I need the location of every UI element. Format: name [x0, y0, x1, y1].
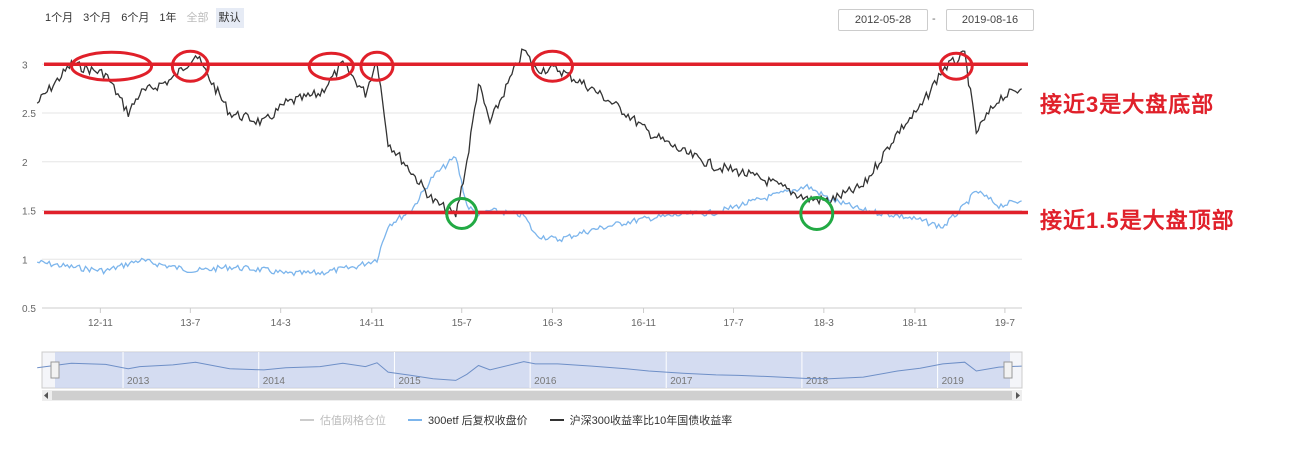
legend-item-yield-ratio[interactable]: 沪深300收益率比10年国债收益率 [549, 412, 733, 428]
legend-label: 300etf 后复权收盘价 [428, 415, 528, 427]
scroll-left-icon [44, 392, 48, 399]
y-tick-label: 3 [22, 60, 28, 71]
red-circle-mark [359, 50, 395, 82]
scrollbar-thumb [52, 391, 1012, 400]
x-tick-label: 18-11 [903, 318, 928, 329]
chart-legend: 估值网格仓位 300etf 后复权收盘价 沪深300收益率比10年国债收益率 [300, 412, 732, 428]
green-circle-mark [799, 196, 835, 231]
red-circle-mark [530, 49, 574, 83]
x-tick-label: 16-11 [631, 318, 656, 329]
series-line-yield-ratio [36, 48, 1023, 218]
x-tick-label: 14-3 [271, 318, 291, 329]
legend-swatch [408, 419, 422, 421]
legend-item-grid-position[interactable]: 估值网格仓位 [300, 412, 386, 428]
date-separator: - [932, 13, 936, 25]
legend-swatch [549, 419, 564, 421]
navigator-year-label: 2014 [263, 376, 286, 387]
range-1y-button[interactable]: 1年 [159, 12, 177, 24]
red-circle-mark [170, 49, 210, 83]
scroll-right-icon [1016, 392, 1020, 399]
x-tick-label: 17-7 [723, 318, 743, 329]
navigator-year-label: 2013 [127, 376, 150, 387]
annotation-bottom: 接近1.5是大盘顶部 [1040, 208, 1235, 233]
y-tick-label: 1.5 [22, 207, 36, 218]
range-all-button[interactable]: 全部 [186, 12, 209, 24]
navigator-year-label: 2016 [534, 376, 557, 387]
y-tick-label: 2 [22, 158, 28, 169]
y-tick-label: 2.5 [22, 109, 36, 120]
legend-item-etf-price[interactable]: 300etf 后复权收盘价 [408, 412, 528, 428]
red-circle-mark [938, 51, 974, 81]
y-tick-label: 0.5 [22, 304, 36, 315]
y-tick-label: 1 [22, 255, 28, 266]
navigator-handle [50, 361, 60, 379]
x-tick-label: 14-11 [359, 318, 384, 329]
navigator-year-label: 2017 [670, 376, 693, 387]
navigator-year-label: 2019 [942, 376, 965, 387]
start-date-input[interactable]: 2012-05-28 [838, 9, 928, 31]
legend-label: 沪深300收益率比10年国债收益率 [569, 415, 733, 427]
x-tick-label: 16-3 [542, 318, 562, 329]
range-default-button[interactable]: 默认 [215, 8, 244, 28]
x-tick-label: 18-3 [814, 318, 834, 329]
range-selector: 1个月 3个月 6个月 1年 全部 默认 [42, 8, 244, 28]
navigator-year-label: 2018 [806, 376, 829, 387]
x-tick-label: 15-7 [452, 318, 472, 329]
x-tick-label: 13-7 [180, 318, 200, 329]
red-circle-mark [307, 51, 355, 81]
end-date-input[interactable]: 2019-08-16 [946, 9, 1034, 31]
legend-label: 估值网格仓位 [320, 415, 386, 427]
navigator-selection [55, 352, 1010, 388]
series-line-etf-price [36, 155, 1022, 277]
x-tick-label: 12-11 [88, 318, 113, 329]
range-6m-button[interactable]: 6个月 [121, 12, 150, 24]
red-circle-mark [70, 50, 154, 82]
navigator-year-label: 2015 [398, 376, 421, 387]
annotation-top: 接近3是大盘底部 [1040, 92, 1215, 117]
navigator-handle [1003, 361, 1013, 379]
navigator-series-line [37, 361, 1022, 381]
range-1m-button[interactable]: 1个月 [45, 12, 74, 24]
range-3m-button[interactable]: 3个月 [83, 12, 112, 24]
legend-swatch [300, 419, 314, 421]
x-tick-label: 19-7 [995, 318, 1015, 329]
green-circle-mark [445, 197, 479, 230]
